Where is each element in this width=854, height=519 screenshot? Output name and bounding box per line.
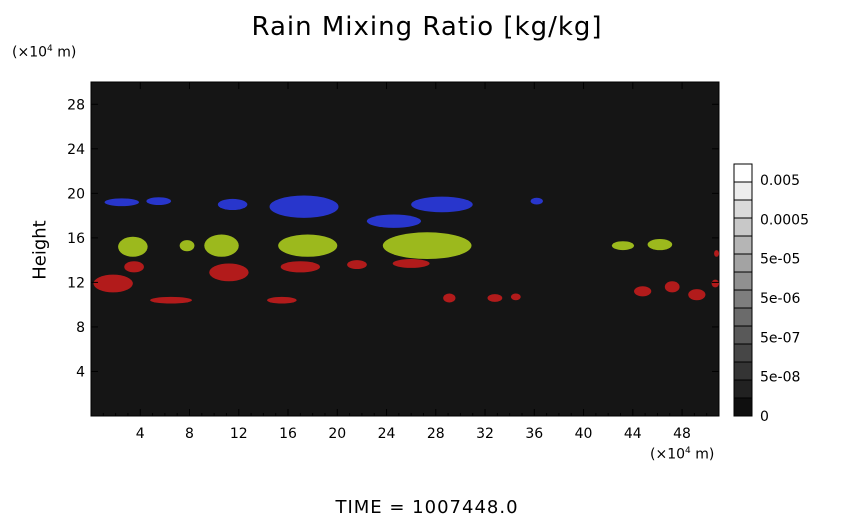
colorbar-swatch [733, 307, 753, 327]
colorbar-swatch [733, 379, 753, 399]
data-region [634, 286, 652, 297]
data-region [217, 198, 248, 211]
data-region [647, 238, 673, 251]
y-tick-label: 20 [67, 186, 85, 202]
data-region [278, 234, 338, 257]
x-tick-label: 40 [575, 426, 593, 442]
x-tick-label: 24 [378, 426, 396, 442]
colorbar-swatch [733, 361, 753, 381]
y-tick-label: 4 [76, 364, 85, 380]
chart-title: Rain Mixing Ratio [kg/kg] [251, 12, 603, 42]
data-region [443, 293, 456, 303]
x-tick-label: 4 [136, 426, 145, 442]
data-region [347, 260, 367, 270]
data-region [267, 296, 297, 304]
time-readout: TIME = 1007448.0 [335, 497, 519, 518]
colorbar-label: 5e-07 [760, 330, 800, 346]
colorbar-swatch [733, 343, 753, 363]
y-tick-label: 24 [67, 142, 85, 158]
data-region [146, 197, 172, 206]
x-tick-label: 48 [673, 426, 691, 442]
colorbar-swatch [733, 397, 753, 417]
y-axis-unit: (×104 m) [12, 44, 77, 61]
colorbar-swatch [733, 253, 753, 273]
colorbar-label: 5e-05 [760, 252, 800, 268]
data-region [487, 294, 503, 302]
data-region [714, 250, 719, 257]
x-tick-label: 44 [624, 426, 642, 442]
colorbar-swatch [733, 271, 753, 291]
colorbar-label: 0 [760, 409, 769, 425]
data-region [204, 234, 239, 257]
data-region [382, 232, 472, 260]
data-region [411, 196, 473, 213]
y-tick-label: 8 [76, 320, 85, 336]
y-tick-label: 16 [67, 231, 85, 247]
x-tick-label: 12 [230, 426, 248, 442]
colorbar-swatch [733, 235, 753, 255]
data-region [688, 289, 706, 301]
data-region [269, 195, 339, 218]
colorbar-label: 0.0005 [760, 212, 809, 228]
colorbar: 0.005 0.0005 5e-05 5e-06 5e-07 5e-08 0 [733, 163, 809, 425]
data-region [209, 263, 249, 282]
data-region [104, 198, 140, 207]
y-tick-label: 28 [67, 97, 85, 113]
colorbar-label: 0.005 [760, 173, 800, 189]
x-tick-label: 28 [427, 426, 445, 442]
x-tick-label: 32 [476, 426, 494, 442]
y-tick-label: 12 [67, 275, 85, 291]
data-region [124, 261, 144, 273]
data-region [530, 197, 543, 205]
x-axis-unit: (×104 m) [650, 446, 715, 463]
x-tick-label: 16 [279, 426, 297, 442]
data-region [280, 261, 321, 273]
x-tick-label: 8 [185, 426, 194, 442]
colorbar-label: 5e-08 [760, 370, 800, 386]
data-region [93, 274, 133, 293]
colorbar-swatch [733, 217, 753, 237]
data-region [118, 236, 148, 257]
x-tick-label: 36 [525, 426, 543, 442]
colorbar-label: 5e-06 [760, 291, 800, 307]
data-region [711, 279, 719, 288]
data-region [611, 241, 635, 251]
colorbar-swatch [733, 199, 753, 219]
colorbar-swatch [733, 163, 753, 183]
data-region [510, 293, 521, 301]
colorbar-swatch [733, 289, 753, 309]
data-region [366, 214, 422, 228]
colorbar-swatch [733, 181, 753, 201]
data-region [664, 281, 680, 293]
data-region [179, 240, 195, 252]
data-region [392, 259, 430, 268]
colorbar-swatch [733, 325, 753, 345]
data-regions [93, 195, 719, 304]
x-tick-label: 20 [328, 426, 346, 442]
data-region [150, 296, 192, 304]
